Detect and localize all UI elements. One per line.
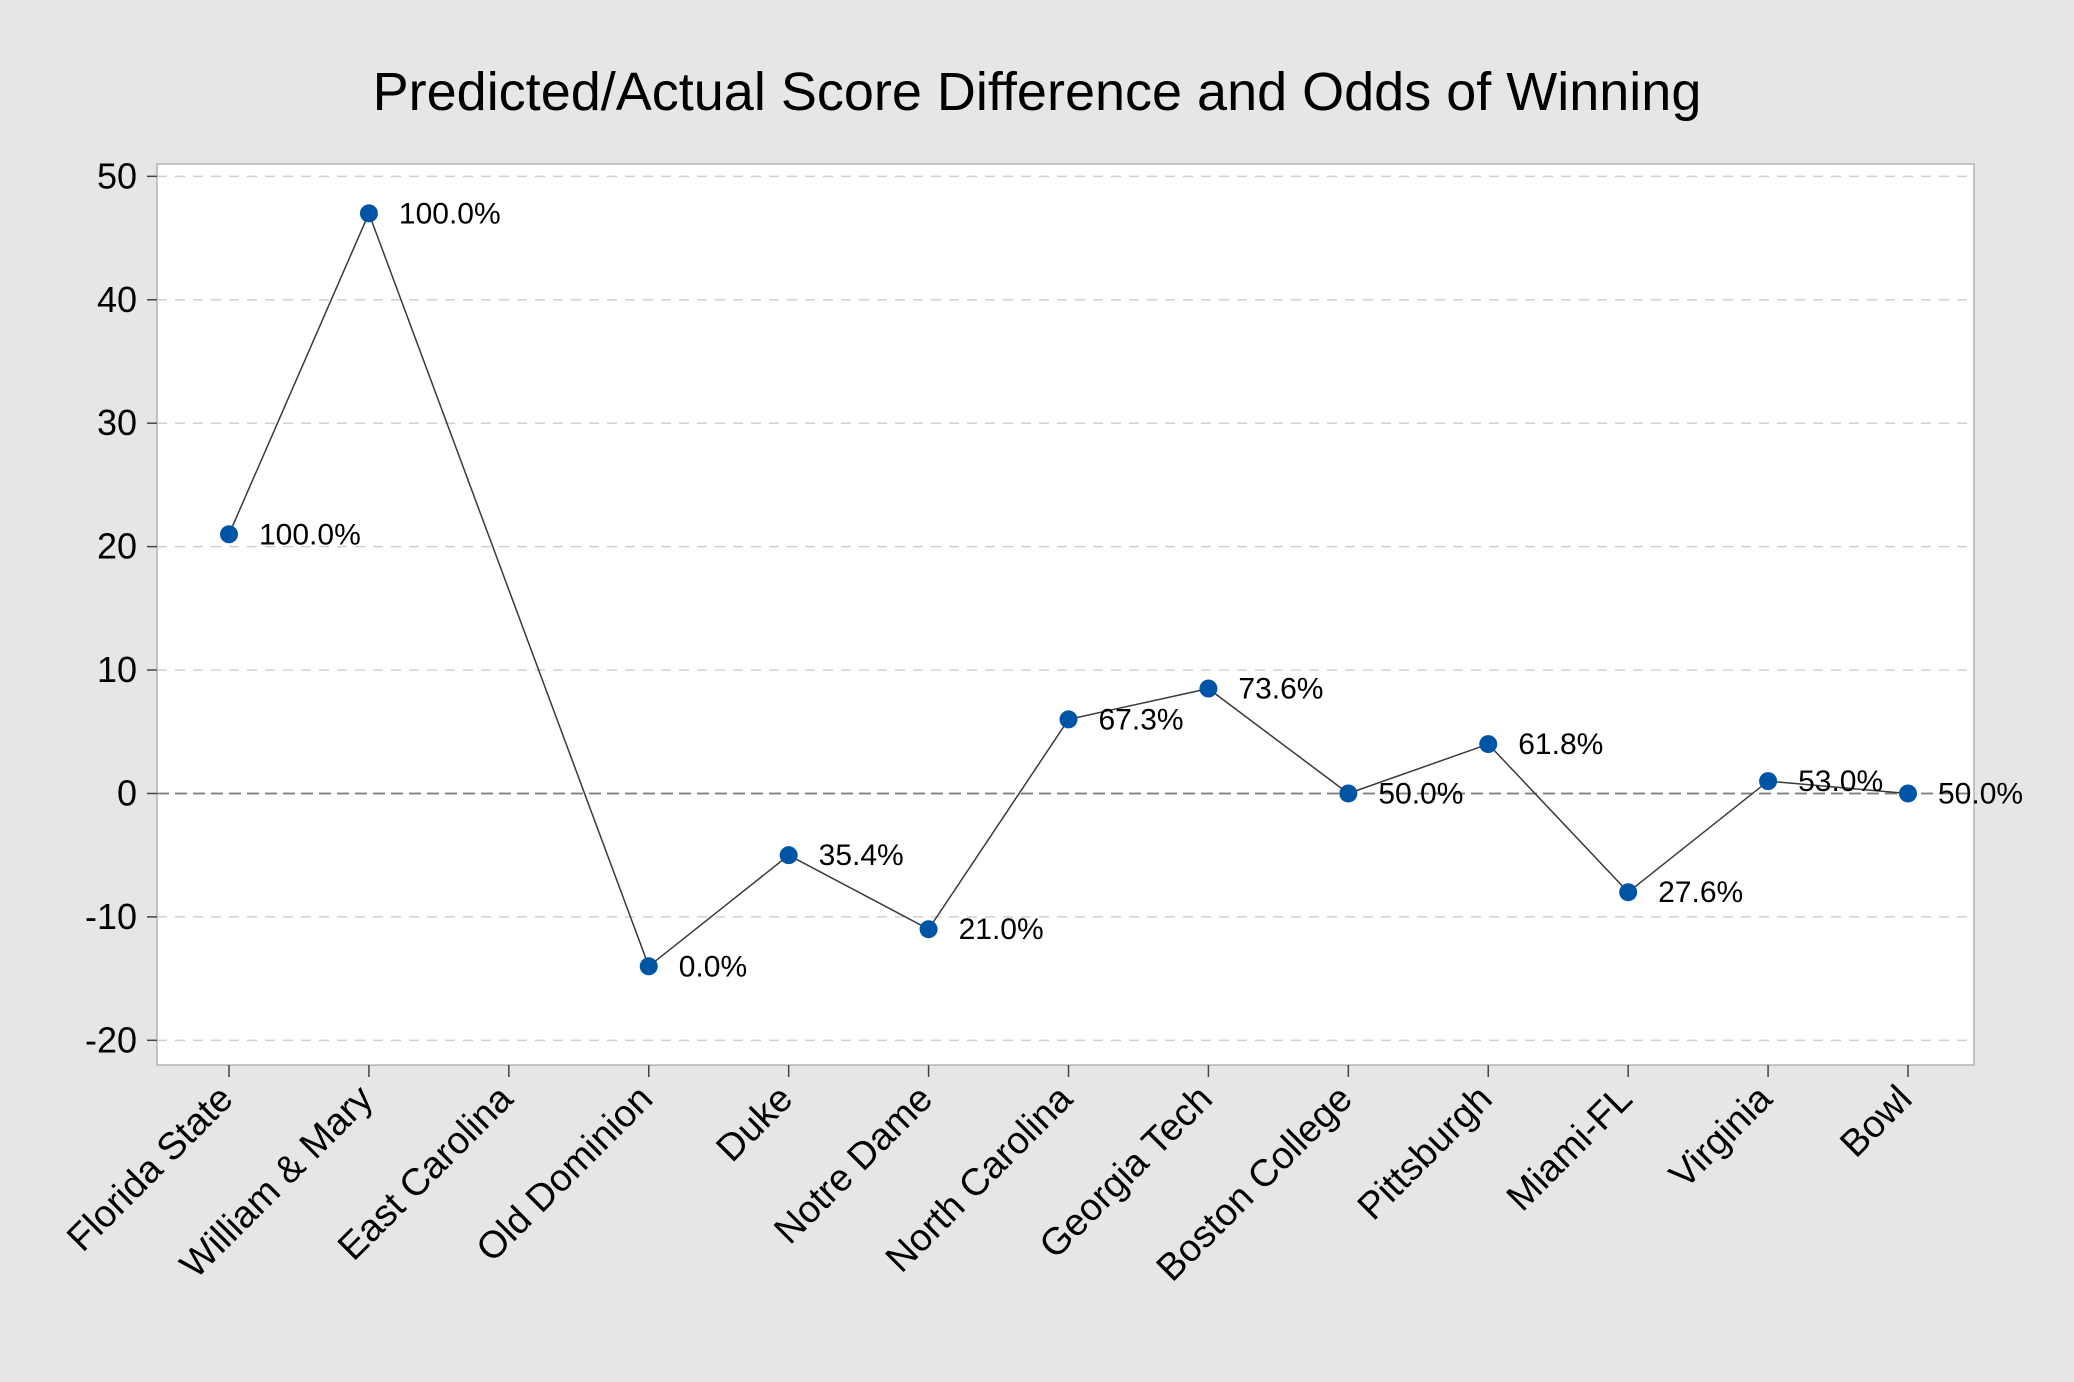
y-tick-label: 0: [117, 772, 137, 813]
y-tick-label: -10: [85, 896, 137, 937]
data-point: [1339, 784, 1358, 803]
data-label: 27.6%: [1658, 876, 1743, 909]
data-point: [1479, 735, 1498, 754]
data-label: 0.0%: [679, 950, 747, 983]
data-point: [639, 957, 658, 976]
data-point: [919, 920, 938, 939]
data-label: 100.0%: [259, 518, 361, 551]
data-point: [1899, 784, 1917, 803]
data-point: [1199, 679, 1218, 698]
y-tick-label: 40: [97, 279, 137, 320]
data-series: [220, 204, 1917, 976]
chart-title: Predicted/Actual Score Difference and Od…: [373, 62, 1702, 122]
data-point: [1759, 772, 1778, 791]
data-label: 73.6%: [1238, 673, 1323, 706]
data-label: 50.0%: [1938, 777, 2023, 810]
series-line: [228, 211, 1909, 968]
data-label: 100.0%: [399, 197, 501, 230]
data-label: 67.3%: [1099, 703, 1184, 736]
data-label: 35.4%: [819, 839, 904, 872]
data-point: [779, 846, 798, 865]
data-label: 21.0%: [959, 913, 1044, 946]
data-point: [359, 204, 378, 223]
data-point: [1059, 710, 1078, 729]
plot-area: [156, 163, 1975, 1066]
data-label: 53.0%: [1798, 765, 1883, 798]
data-label: 50.0%: [1378, 777, 1463, 810]
y-tick-label: 50: [97, 155, 137, 196]
y-tick-label: -20: [85, 1019, 137, 1060]
data-label: 61.8%: [1518, 728, 1603, 761]
data-labels: 100.0% 100.0% 0.0% 35.4% 21.0% 67.3% 73.6% 50.0…: [259, 197, 2023, 983]
y-tick-label: 10: [97, 649, 137, 690]
y-tick-label: 20: [97, 526, 137, 567]
data-point: [220, 525, 238, 544]
y-axis: -20 -10 0 10 20 30 40 50: [85, 155, 157, 1060]
grid-lines: [157, 175, 1974, 1042]
data-point: [1619, 883, 1638, 902]
y-tick-label: 30: [97, 402, 137, 443]
